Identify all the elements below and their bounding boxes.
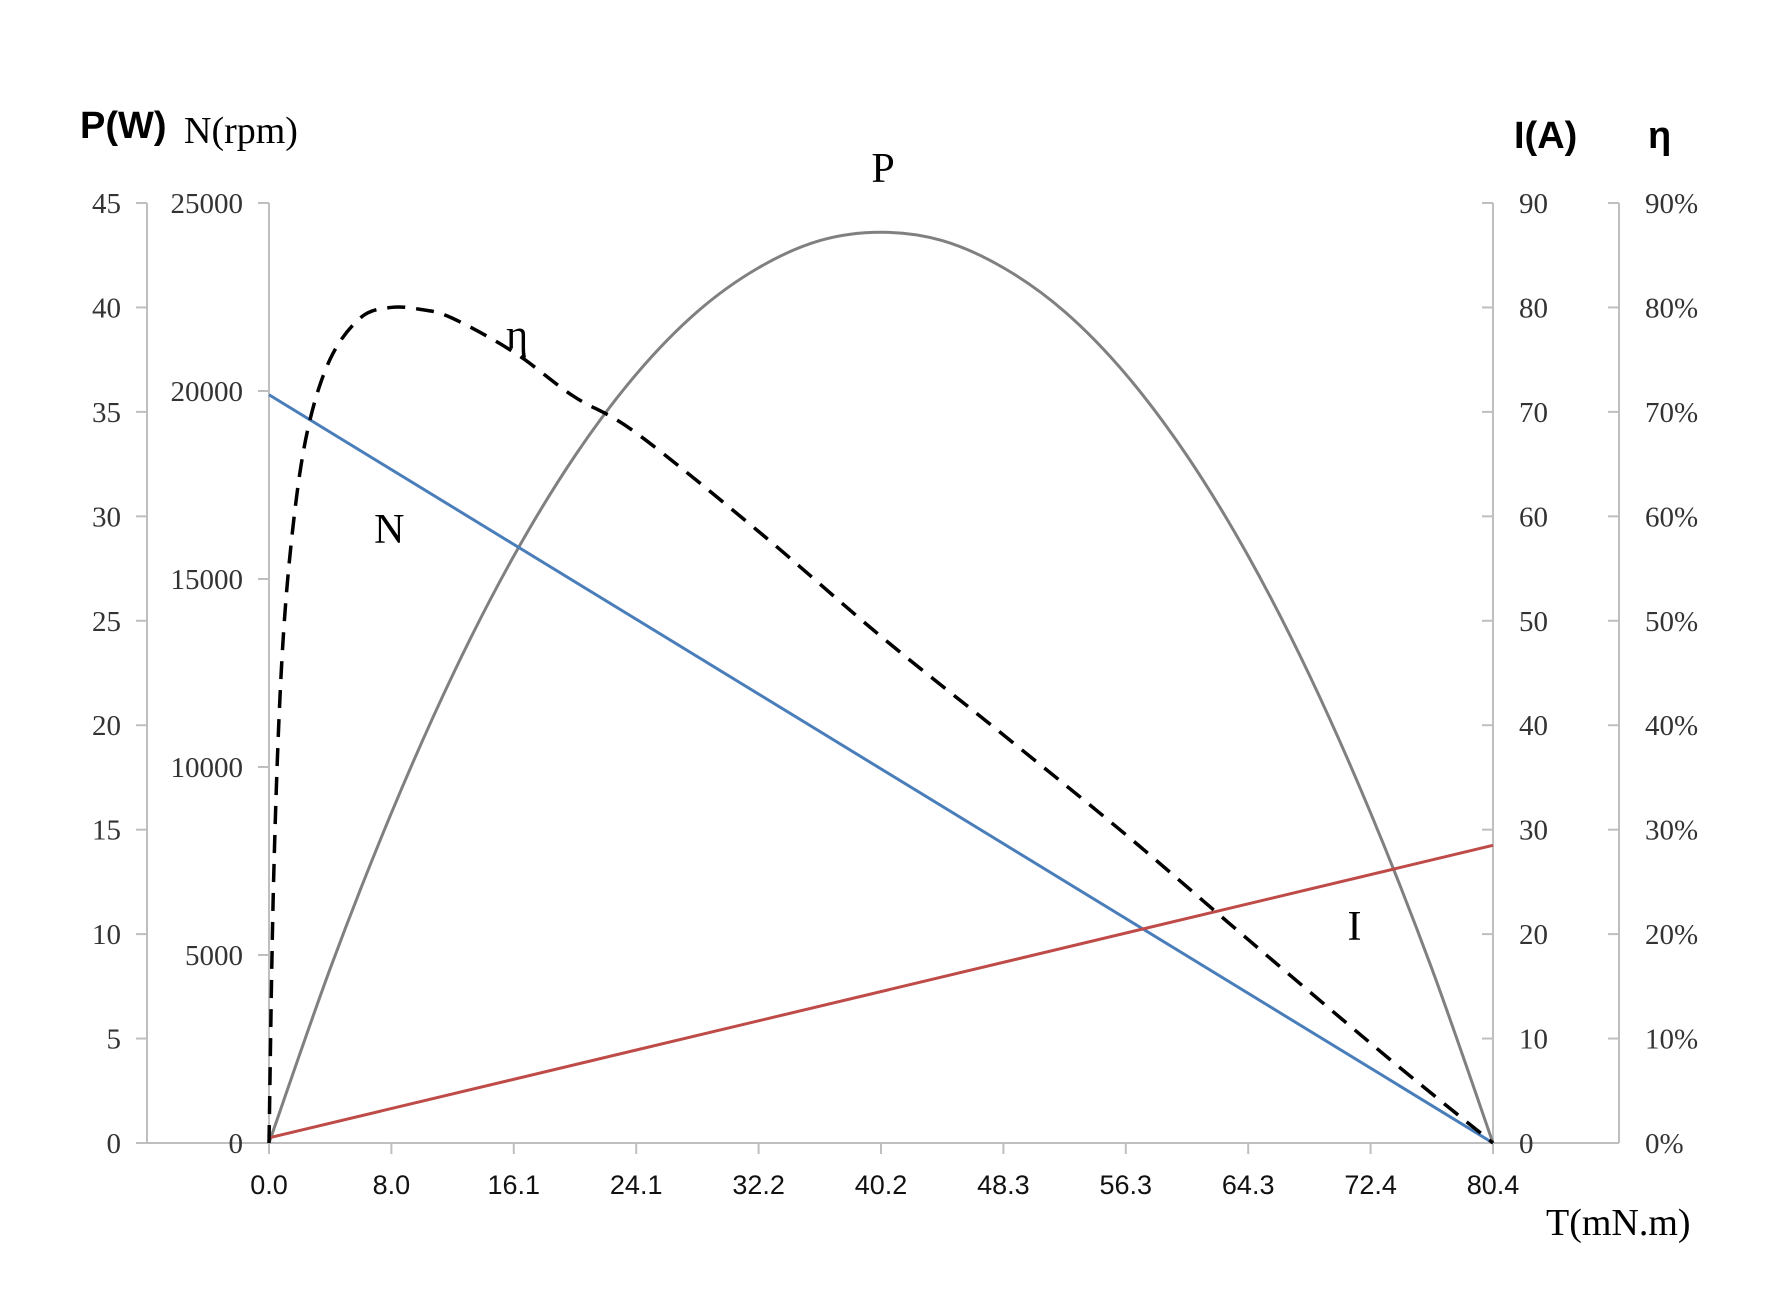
x-axis-title: T(mN.m) [1546,1202,1691,1244]
x-tick-label: 64.3 [1222,1170,1275,1200]
i-curve-label: I [1347,904,1361,950]
n-curve-label: N [374,507,404,553]
x-tick-label: 24.1 [610,1170,663,1200]
i-tick-label: 70 [1519,397,1548,429]
p-tick-label: 25 [92,606,121,638]
eta-tick-label: 70% [1645,397,1698,429]
series-layer [267,230,1495,1145]
i-tick-label: 10 [1519,1024,1548,1056]
p-tick-label: 40 [92,292,121,324]
eta-series-line [267,305,1495,1145]
n-tick-label: 15000 [171,564,244,596]
eta-tick-label: 50% [1645,606,1698,638]
p-tick-label: 15 [92,815,121,847]
p-axis-title: P(W) [80,105,167,147]
n-tick-label: 25000 [171,188,244,220]
p-tick-label: 0 [107,1128,122,1160]
x-tick-label: 48.3 [977,1170,1030,1200]
eta-tick-label: 90% [1645,188,1698,220]
p-tick-label: 20 [92,710,121,742]
i-tick-label: 0 [1519,1128,1534,1160]
i-tick-label: 90 [1519,188,1548,220]
n-axis-title: N(rpm) [184,110,298,152]
x-tick-label: 0.0 [250,1170,288,1200]
i-axis-title: I(A) [1514,115,1577,157]
p-tick-label: 10 [92,919,121,951]
p-tick-label: 35 [92,397,121,429]
x-tick-label: 40.2 [855,1170,908,1200]
x-tick-label: 56.3 [1100,1170,1153,1200]
n-tick-label: 5000 [185,940,243,972]
eta-tick-label: 60% [1645,501,1698,533]
i-tick-label: 50 [1519,606,1548,638]
x-tick-label: 16.1 [488,1170,541,1200]
i-tick-label: 80 [1519,292,1548,324]
i-tick-label: 30 [1519,815,1548,847]
i-series-line [268,843,1494,1140]
eta-curve-label: η [506,312,528,358]
p-curve-label: P [871,146,894,192]
i-tick-label: 60 [1519,501,1548,533]
i-tick-label: 40 [1519,710,1548,742]
eta-tick-label: 10% [1645,1024,1698,1056]
x-tick-label: 8.0 [373,1170,411,1200]
n-tick-label: 0 [229,1128,244,1160]
eta-tick-label: 40% [1645,710,1698,742]
p-series-line [267,230,1495,1144]
eta-tick-label: 80% [1645,292,1698,324]
n-tick-label: 20000 [171,376,244,408]
p-tick-label: 45 [92,188,121,220]
axes-layer: 0.0 8.0 16.1 24.1 32.2 40.2 48.3 56.3 64.3 72.4 80… [92,188,1698,1200]
eta-tick-label: 30% [1645,815,1698,847]
i-tick-label: 20 [1519,919,1548,951]
x-tick-label: 32.2 [732,1170,785,1200]
p-tick-label: 5 [107,1024,122,1056]
eta-tick-label: 0% [1645,1128,1684,1160]
labels-layer: Pη N I [374,146,1361,950]
x-tick-label: 72.4 [1344,1170,1397,1200]
n-tick-label: 10000 [171,752,244,784]
n-series-line [268,393,1494,1145]
eta-axis-title: η [1648,115,1671,157]
p-tick-label: 30 [92,501,121,533]
eta-tick-label: 20% [1645,919,1698,951]
x-tick-label: 80.4 [1467,1170,1520,1200]
